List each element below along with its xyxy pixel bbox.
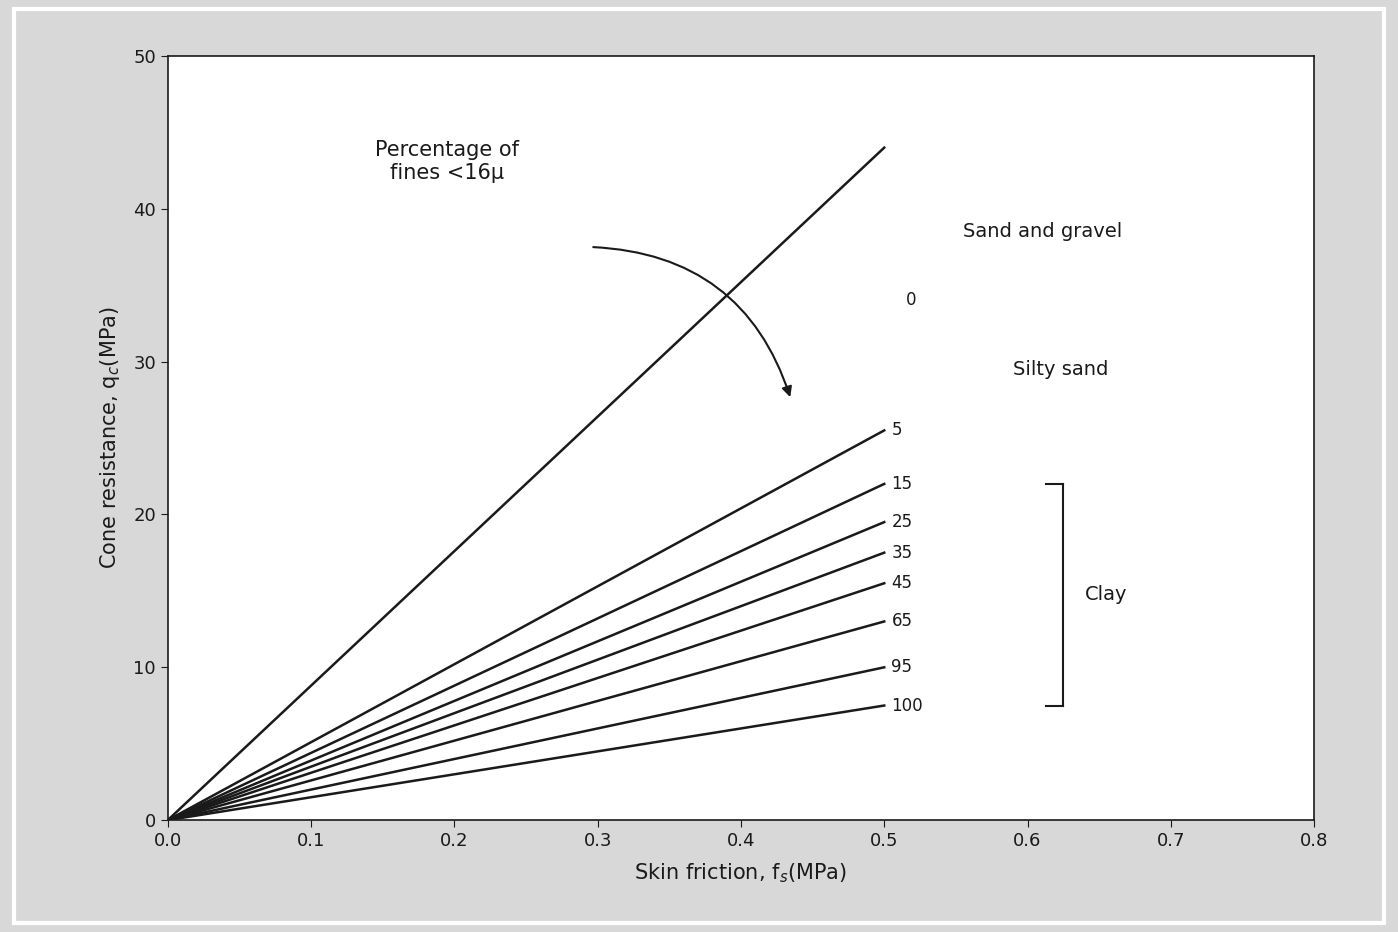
Text: 25: 25 xyxy=(892,514,913,531)
Text: 0: 0 xyxy=(906,292,916,309)
Text: 65: 65 xyxy=(892,612,913,630)
Y-axis label: Cone resistance, q$_c$(MPa): Cone resistance, q$_c$(MPa) xyxy=(98,307,122,569)
Text: Silty sand: Silty sand xyxy=(1014,360,1109,378)
Text: Percentage of
fines <16μ: Percentage of fines <16μ xyxy=(375,140,519,184)
Text: 35: 35 xyxy=(892,543,913,562)
Text: 95: 95 xyxy=(892,658,913,677)
Text: 15: 15 xyxy=(892,475,913,493)
Text: Sand and gravel: Sand and gravel xyxy=(963,222,1123,241)
Text: 5: 5 xyxy=(892,421,902,439)
X-axis label: Skin friction, f$_s$(MPa): Skin friction, f$_s$(MPa) xyxy=(635,861,847,884)
Text: Clay: Clay xyxy=(1085,585,1127,604)
Text: 100: 100 xyxy=(892,696,923,715)
Text: 45: 45 xyxy=(892,574,913,592)
